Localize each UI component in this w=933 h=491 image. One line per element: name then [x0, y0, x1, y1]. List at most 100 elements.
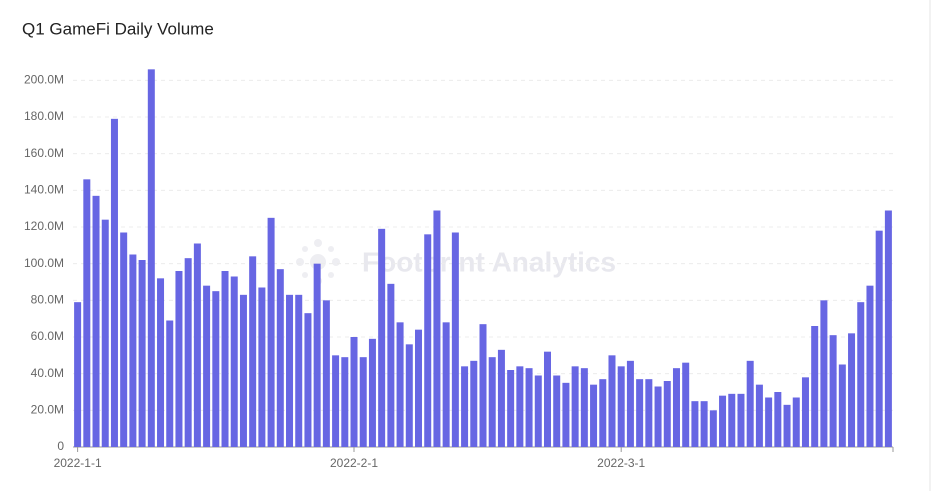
bar — [230, 276, 238, 447]
bar — [562, 382, 570, 447]
chart-title: Q1 GameFi Daily Volume — [22, 19, 214, 38]
bar — [829, 335, 837, 447]
bar — [479, 324, 487, 447]
bar — [461, 366, 469, 447]
bar — [755, 384, 763, 447]
bar — [193, 243, 201, 447]
bar — [221, 271, 229, 447]
bar — [811, 326, 819, 447]
y-tick-label: 20.0M — [31, 403, 64, 417]
y-tick-label: 60.0M — [31, 329, 64, 343]
bar — [110, 118, 118, 447]
y-tick-label: 120.0M — [24, 219, 64, 233]
bar — [212, 291, 220, 447]
bar — [838, 364, 846, 447]
bar — [857, 302, 865, 447]
bar — [405, 344, 413, 447]
bar — [295, 294, 303, 447]
bar — [848, 333, 856, 447]
bar — [765, 397, 773, 447]
y-tick-label: 40.0M — [31, 366, 64, 380]
bar — [92, 195, 100, 447]
bar — [433, 210, 441, 447]
bar — [654, 386, 662, 447]
bar — [792, 397, 800, 447]
bar — [359, 357, 367, 447]
bar — [608, 355, 616, 447]
bar — [147, 69, 155, 447]
bar — [746, 360, 754, 447]
watermark: Footprint Analytics — [362, 246, 616, 277]
bar — [507, 370, 515, 447]
bar — [774, 392, 782, 447]
bar — [884, 210, 892, 447]
bar — [350, 337, 358, 447]
bar — [719, 395, 727, 447]
bar — [470, 360, 478, 447]
bar — [451, 232, 459, 447]
bar — [783, 404, 791, 447]
bar — [516, 366, 524, 447]
y-tick-label: 80.0M — [31, 293, 64, 307]
bar — [184, 258, 192, 447]
bar — [276, 269, 284, 447]
bar — [571, 366, 579, 447]
bar — [488, 357, 496, 447]
bar — [396, 322, 404, 447]
bar — [120, 232, 128, 447]
bar — [645, 379, 653, 447]
bar — [341, 357, 349, 447]
y-tick-label: 100.0M — [24, 256, 64, 270]
bar — [378, 228, 386, 447]
bar — [672, 368, 680, 447]
bar — [101, 219, 109, 447]
bar — [83, 179, 91, 448]
bar — [313, 263, 321, 447]
bar — [74, 302, 82, 447]
y-tick-label: 160.0M — [24, 146, 64, 160]
bar — [543, 351, 551, 447]
bar — [286, 294, 294, 447]
bar — [663, 381, 671, 447]
bar — [590, 384, 598, 447]
bar — [322, 300, 330, 447]
bar — [304, 313, 312, 447]
bar — [203, 285, 211, 447]
bar — [525, 368, 533, 447]
y-tick-label: 180.0M — [24, 109, 64, 123]
bar — [387, 283, 395, 447]
y-tick-label: 200.0M — [24, 73, 64, 87]
x-tick-label: 2022-2-1 — [330, 456, 378, 470]
bar — [553, 375, 561, 447]
bar — [249, 256, 257, 447]
bar — [599, 379, 607, 447]
y-tick-label: 140.0M — [24, 183, 64, 197]
bar — [691, 401, 699, 447]
bar — [820, 300, 828, 447]
bar — [415, 329, 423, 447]
x-tick-label: 2022-1-1 — [54, 456, 102, 470]
bar — [157, 278, 165, 447]
bar — [442, 322, 450, 447]
x-tick-label: 2022-3-1 — [597, 456, 645, 470]
bar — [700, 401, 708, 447]
bar — [636, 379, 644, 447]
bar — [728, 393, 736, 447]
bar — [866, 285, 874, 447]
bar — [258, 287, 266, 447]
bar — [175, 271, 183, 447]
bar — [497, 349, 505, 447]
bar — [617, 366, 625, 447]
bar — [534, 375, 542, 447]
bar — [875, 230, 883, 447]
y-tick-label: 0 — [57, 439, 64, 453]
bar — [424, 234, 432, 447]
bar — [166, 320, 174, 447]
bar — [801, 377, 809, 447]
bar — [239, 294, 247, 447]
bar — [368, 338, 376, 447]
bar — [332, 355, 340, 447]
bar — [580, 368, 588, 447]
